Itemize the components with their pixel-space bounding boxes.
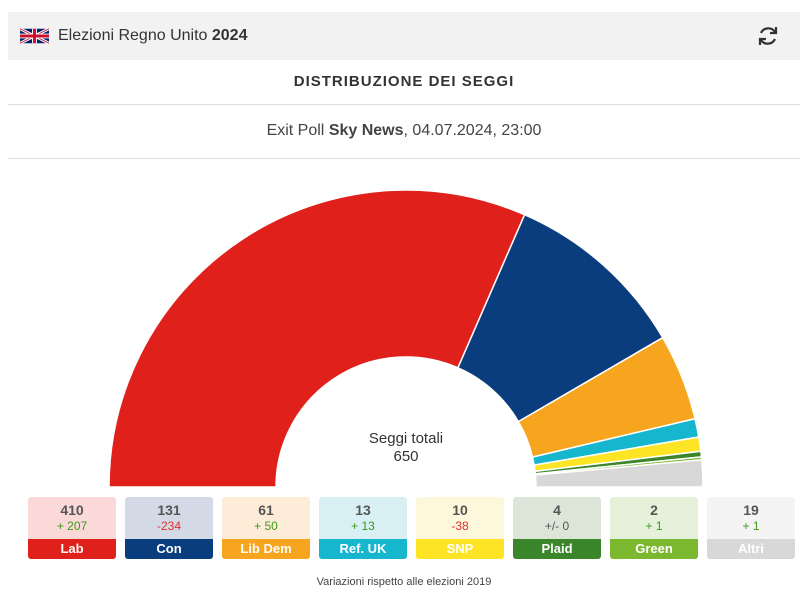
slice-con[interactable] (456, 213, 664, 423)
party-stats: 13 + 13 (319, 497, 407, 539)
party-seats: 2 (650, 502, 658, 518)
party-legend: 410 + 207 Lab 131 -234 Con 61 + 50 Lib Dem 13 + 13… (28, 497, 795, 559)
party-box-lab[interactable]: 410 + 207 Lab (28, 497, 116, 559)
party-label: Altri (707, 539, 795, 559)
poll-subtitle: Exit Poll Sky News, 04.07.2024, 23:00 (8, 122, 800, 140)
party-change: + 50 (254, 519, 278, 533)
party-seats: 410 (60, 502, 84, 518)
divider (8, 158, 800, 159)
party-stats: 19 + 1 (707, 497, 795, 539)
party-stats: 4 +/- 0 (513, 497, 601, 539)
party-box-green[interactable]: 2 + 1 Green (610, 497, 698, 559)
subtitle-date: , 04.07.2024, 23:00 (403, 122, 542, 139)
total-seats: Seggi totali 650 (306, 430, 506, 466)
party-box-snp[interactable]: 10 -38 SNP (416, 497, 504, 559)
party-seats: 4 (553, 502, 561, 518)
party-box-ref-uk[interactable]: 13 + 13 Ref. UK (319, 497, 407, 559)
footer-note: Variazioni rispetto alle elezioni 2019 (316, 576, 492, 588)
total-seats-label: Seggi totali (368, 430, 444, 447)
party-change: + 1 (645, 519, 663, 533)
party-stats: 131 -234 (125, 497, 213, 539)
party-change: -38 (451, 519, 469, 533)
party-box-plaid[interactable]: 4 +/- 0 Plaid (513, 497, 601, 559)
party-change: + 13 (351, 519, 375, 533)
party-stats: 10 -38 (416, 497, 504, 539)
party-label: Plaid (513, 539, 601, 559)
party-box-altri[interactable]: 19 + 1 Altri (707, 497, 795, 559)
party-label: SNP (416, 539, 504, 559)
party-seats: 13 (355, 502, 371, 518)
party-label: Lab (28, 539, 116, 559)
party-change: + 207 (56, 519, 88, 533)
party-stats: 61 + 50 (222, 497, 310, 539)
party-label: Lib Dem (222, 539, 310, 559)
party-change: +/- 0 (544, 519, 570, 533)
party-label: Ref. UK (319, 539, 407, 559)
slice-altri[interactable] (534, 458, 704, 488)
title-prefix: Elezioni Regno Unito (58, 27, 208, 44)
subtitle-prefix: Exit Poll (266, 122, 329, 139)
party-stats: 410 + 207 (28, 497, 116, 539)
party-stats: 2 + 1 (610, 497, 698, 539)
party-box-con[interactable]: 131 -234 Con (125, 497, 213, 559)
total-seats-value: 650 (393, 448, 419, 465)
party-seats: 61 (258, 502, 274, 518)
slice-lab[interactable] (108, 189, 526, 488)
party-seats: 10 (452, 502, 468, 518)
top-bar: Elezioni Regno Unito 2024 (8, 12, 800, 60)
party-seats: 19 (743, 502, 759, 518)
divider (8, 104, 800, 105)
seat-distribution-chart (108, 189, 704, 488)
section-heading: DISTRIBUZIONE DEI SEGGI (293, 73, 515, 90)
party-label: Green (610, 539, 698, 559)
party-label: Con (125, 539, 213, 559)
subtitle-source: Sky News (328, 122, 404, 139)
party-box-lib-dem[interactable]: 61 + 50 Lib Dem (222, 497, 310, 559)
title-year: 2024 (211, 27, 248, 44)
uk-flag-icon (20, 28, 49, 44)
party-change: + 1 (742, 519, 760, 533)
app-title: Elezioni Regno Unito 2024 (58, 27, 247, 45)
party-change: -234 (156, 519, 182, 533)
refresh-icon[interactable] (756, 24, 780, 48)
party-seats: 131 (157, 502, 181, 518)
